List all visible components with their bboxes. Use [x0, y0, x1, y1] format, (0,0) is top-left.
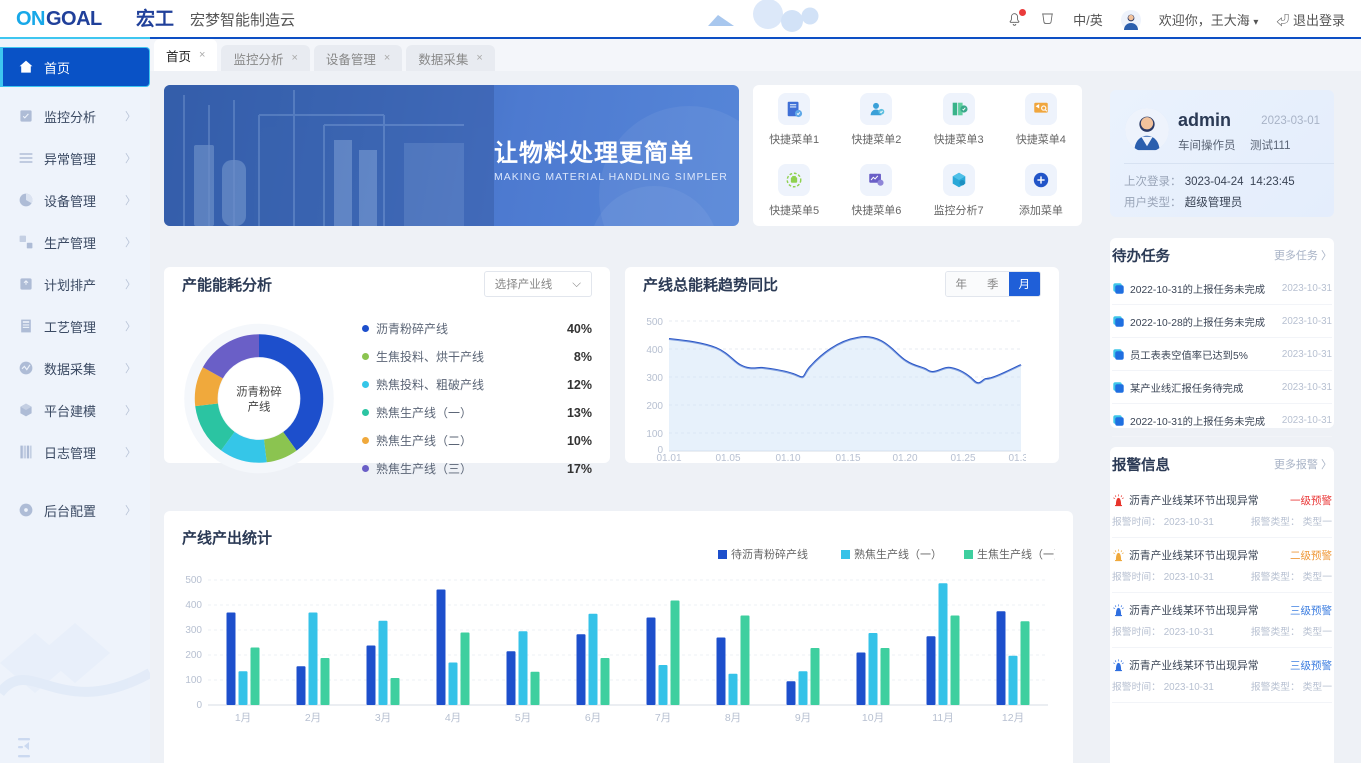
svg-text:100: 100	[646, 429, 663, 440]
svg-text:ON: ON	[16, 8, 45, 30]
svg-text:待沥青粉碎产线: 待沥青粉碎产线	[731, 548, 808, 561]
svg-text:10月: 10月	[862, 712, 884, 724]
svg-text:400: 400	[185, 600, 202, 611]
svg-text:2月: 2月	[305, 712, 321, 724]
svg-text:5月: 5月	[515, 712, 531, 724]
svg-text:100: 100	[185, 675, 202, 686]
svg-text:200: 200	[646, 401, 663, 412]
svg-text:11月: 11月	[932, 712, 953, 724]
svg-text:200: 200	[185, 650, 202, 661]
svg-text:GOAL: GOAL	[46, 8, 102, 30]
svg-text:01.10: 01.10	[775, 453, 800, 461]
svg-text:8月: 8月	[725, 712, 741, 724]
svg-text:500: 500	[185, 575, 202, 586]
svg-text:9月: 9月	[795, 712, 811, 724]
svg-text:01.01: 01.01	[656, 453, 681, 461]
svg-text:3月: 3月	[375, 712, 391, 724]
svg-text:产线: 产线	[248, 399, 271, 413]
svg-text:0: 0	[196, 700, 202, 711]
svg-text:熟焦生产线（一）: 熟焦生产线（一）	[854, 548, 942, 561]
svg-text:沥青粉碎: 沥青粉碎	[236, 384, 282, 398]
svg-text:01.15: 01.15	[835, 453, 860, 461]
svg-text:01.31: 01.31	[1008, 453, 1026, 461]
svg-text:1月: 1月	[235, 712, 251, 724]
svg-text:300: 300	[646, 373, 663, 384]
svg-text:7月: 7月	[655, 712, 671, 724]
svg-text:400: 400	[646, 345, 663, 356]
svg-text:500: 500	[646, 317, 663, 328]
svg-text:01.20: 01.20	[892, 453, 917, 461]
svg-text:生焦生产线（一）: 生焦生产线（一）	[977, 548, 1055, 561]
svg-text:300: 300	[185, 625, 202, 636]
svg-text:6月: 6月	[585, 712, 601, 724]
svg-text:12月: 12月	[1002, 712, 1024, 724]
svg-text:01.05: 01.05	[715, 453, 740, 461]
svg-text:宏工: 宏工	[136, 7, 174, 30]
svg-text:01.25: 01.25	[950, 453, 975, 461]
svg-text:4月: 4月	[445, 712, 461, 724]
